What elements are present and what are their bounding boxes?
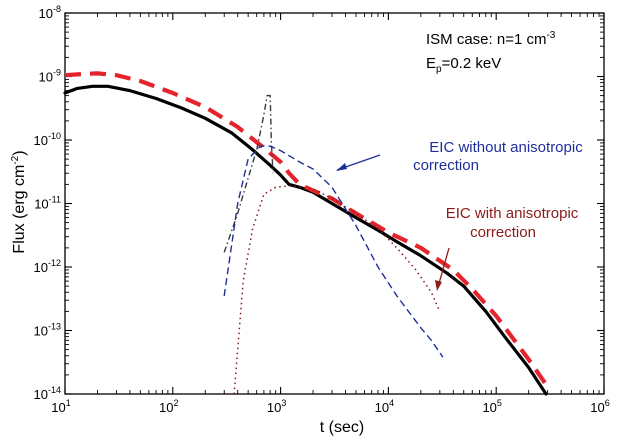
peak-energy-label: Ep=0.2 keV	[426, 55, 501, 75]
series-eic-with-line	[233, 185, 441, 395]
eic-with-label-line1: EIC with anisotropic	[446, 205, 579, 222]
eic-without-label-line2: correction	[413, 157, 479, 174]
ism-case-label: ISM case: n=1 cm-3	[426, 30, 556, 48]
x-axis-title: t (sec)	[320, 419, 364, 436]
y-tick-label: 10-8	[39, 4, 61, 21]
y-axis-title: Flux (erg cm-2)	[10, 150, 28, 253]
y-tick-label: 10-12	[34, 258, 61, 275]
eic-with-arrowhead	[435, 280, 442, 291]
y-tick-label: 10-10	[34, 131, 61, 148]
eic-with-label-line2: correction	[470, 224, 536, 241]
x-tick-label: 101	[51, 398, 70, 415]
tick-group: 101 102 103 104 105 106 10-14 10-13 10-12 10-11 10…	[34, 4, 610, 415]
y-tick-label: 10-13	[34, 322, 61, 339]
x-tick-label: 102	[159, 398, 178, 415]
eic-without-label-line1: EIC without anisotropic	[429, 139, 583, 156]
x-tick-label: 106	[590, 398, 609, 415]
series-group	[63, 71, 550, 396]
series-eic-without-line	[223, 145, 444, 358]
x-tick-label: 105	[482, 398, 501, 415]
eic-with-arrow	[437, 247, 450, 288]
series-approx-flux-line	[64, 71, 550, 388]
x-tick-label: 103	[267, 398, 286, 415]
y-tick-label: 10-11	[34, 195, 61, 212]
x-tick-label: 104	[375, 398, 394, 415]
eic-without-arrowhead	[336, 163, 347, 171]
y-tick-label: 10-14	[34, 385, 61, 402]
series-dashdot-line	[223, 94, 274, 253]
y-tick-label: 10-9	[39, 68, 61, 85]
